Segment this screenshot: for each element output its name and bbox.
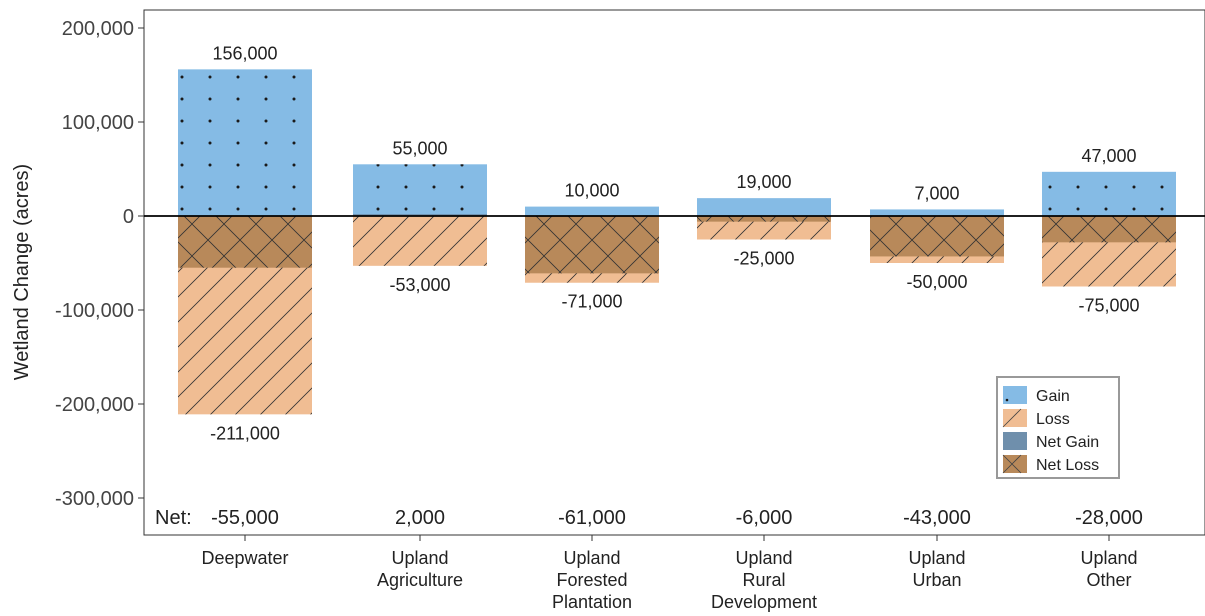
loss-value-label: -71,000 [561, 292, 622, 312]
y-tick-label: 0 [123, 206, 134, 228]
legend-net-loss-hatch [1002, 454, 1022, 474]
gain-bar-pattern [353, 164, 487, 216]
legend-gain-dot [1005, 398, 1009, 402]
legend-loss-swatch [1003, 409, 1027, 427]
x-tick-label: Plantation [552, 592, 632, 612]
net-value-label: -6,000 [736, 507, 793, 529]
gain-value-label: 47,000 [1081, 146, 1136, 166]
loss-value-label: -75,000 [1078, 296, 1139, 316]
bar-layer [178, 69, 1176, 415]
gain-value-label: 7,000 [914, 183, 959, 203]
legend: Gain Loss Net Gain Net Loss [996, 376, 1120, 479]
x-tick-label: Development [711, 592, 817, 612]
legend-net-loss-swatch [1003, 455, 1027, 473]
data-labels: 156,000 -211,000 -55,000 55,000 -53,000 2,000… [210, 43, 1143, 529]
net-loss-bar-pattern [697, 216, 831, 222]
x-tick-label: Upland [908, 548, 965, 568]
gain-value-label: 19,000 [736, 172, 791, 192]
loss-value-label: -53,000 [389, 275, 450, 295]
y-tick-label: 100,000 [62, 112, 134, 134]
x-tick-label: Upland [563, 548, 620, 568]
y-axis-title: Wetland Change (acres) [11, 164, 33, 380]
net-loss-bar-pattern [1042, 216, 1176, 243]
legend-gain-label: Gain [1036, 388, 1070, 405]
loss-bar-pattern [353, 216, 487, 266]
y-tick-label: -300,000 [55, 488, 134, 510]
loss-value-label: -211,000 [210, 423, 280, 443]
x-tick-label: Agriculture [377, 570, 463, 590]
gain-bar [697, 198, 831, 216]
legend-net-gain-swatch [1003, 432, 1027, 450]
y-axis: 200,000 100,000 0 -100,000 -200,000 -300,000 [55, 18, 144, 510]
gain-bar [870, 209, 1004, 216]
net-loss-bar-pattern [525, 216, 659, 274]
gain-bar-pattern [178, 69, 312, 216]
net-value-label: -28,000 [1075, 507, 1143, 529]
net-value-label: -61,000 [558, 507, 626, 529]
plot-frame [143, 9, 1205, 536]
x-tick-label: Forested [556, 570, 627, 590]
x-axis: Deepwater UplandAgricultureUplandForested… [201, 535, 1138, 612]
legend-gain-swatch [1003, 386, 1027, 404]
x-tick-label: Upland [391, 548, 448, 568]
loss-value-label: -25,000 [733, 249, 794, 269]
legend-net-gain-label: Net Gain [1036, 434, 1099, 451]
net-loss-bar-pattern [870, 216, 1004, 257]
gain-bar [525, 206, 659, 216]
net-value-label: -55,000 [211, 507, 279, 529]
x-tick-label: Upland [1080, 548, 1137, 568]
net-prefix-label: Net: [155, 507, 192, 529]
loss-value-label: -50,000 [906, 272, 967, 292]
net-gain-bar [353, 214, 487, 216]
y-tick-label: -200,000 [55, 394, 134, 416]
legend-loss-hatch [1002, 408, 1022, 428]
net-value-label: -43,000 [903, 507, 971, 529]
y-tick-label: 200,000 [62, 18, 134, 40]
x-tick-label: Upland [735, 548, 792, 568]
net-value-label: 2,000 [395, 507, 445, 529]
x-tick-label: Rural [742, 570, 785, 590]
gain-bar-pattern [1042, 171, 1176, 216]
loss-bar-pattern [697, 216, 831, 240]
x-tick-label: Deepwater [201, 548, 288, 568]
legend-net-loss-label: Net Loss [1036, 457, 1099, 474]
x-tick-label: Other [1086, 570, 1131, 590]
gain-value-label: 156,000 [212, 43, 277, 63]
gain-value-label: 55,000 [392, 138, 447, 158]
gain-value-label: 10,000 [564, 181, 619, 201]
y-tick-label: -100,000 [55, 300, 134, 322]
legend-loss-label: Loss [1036, 411, 1070, 428]
net-loss-bar-pattern [178, 216, 312, 268]
x-tick-label: Urban [912, 570, 961, 590]
